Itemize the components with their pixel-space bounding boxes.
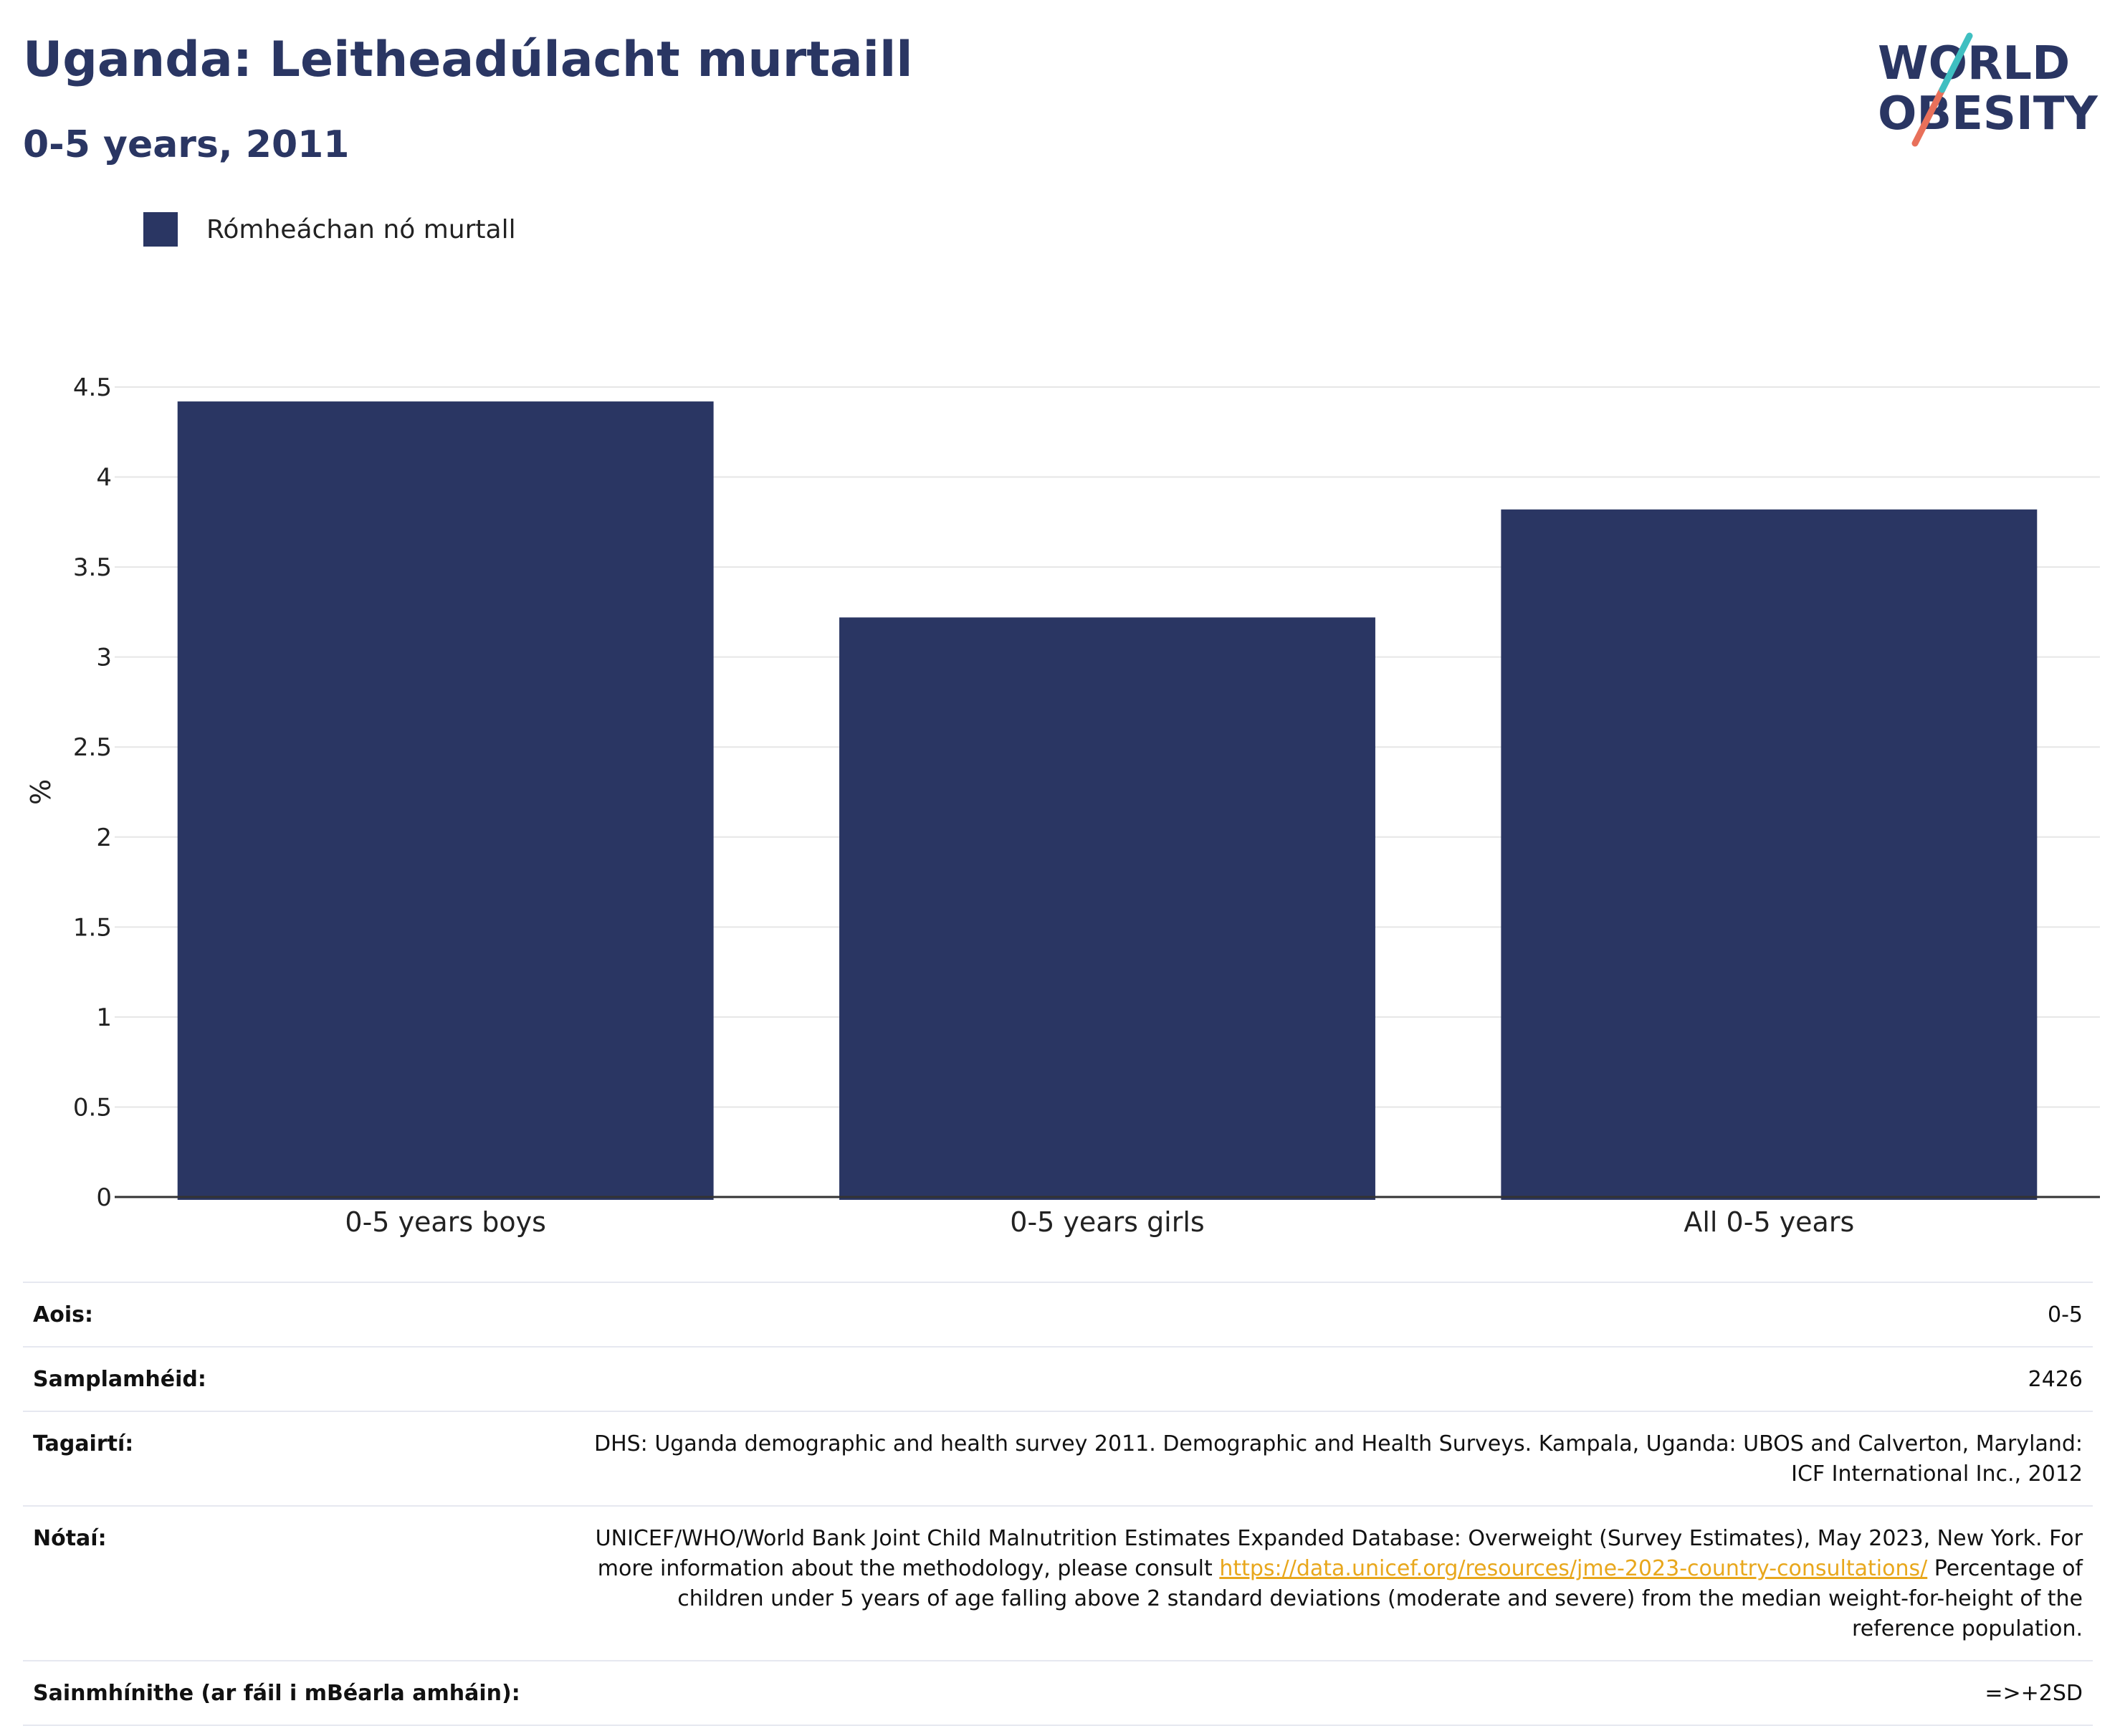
chart-title: Uganda: Leitheadúlacht murtaill [23, 32, 913, 88]
y-tick-label: 3 [96, 644, 112, 672]
info-row-age: Aois: 0-5 [23, 1283, 2093, 1348]
x-tick-label: All 0-5 years [1684, 1206, 1854, 1238]
age-value: 0-5 [2048, 1302, 2083, 1327]
info-row-references: Tagairtí: DHS: Uganda demographic and he… [23, 1412, 2093, 1507]
y-tick-label: 0 [96, 1183, 112, 1212]
bar [839, 617, 1375, 1200]
y-tick-label: 4 [96, 464, 112, 492]
bar [177, 401, 714, 1200]
references-label: Tagairtí: [33, 1431, 134, 1456]
y-tick-label: 1.5 [73, 913, 112, 942]
notes-text-2: Percentage of children under 5 years of … [677, 1556, 2083, 1641]
logo-line1: WORLD [1878, 37, 2070, 90]
chart-legend: Rómheáchan nó murtall [143, 212, 516, 247]
y-tick-label: 3.5 [73, 553, 112, 582]
definitions-value: =>+2SD [1985, 1681, 2083, 1706]
y-axis-label: % [25, 779, 57, 805]
logo-line2: OBESITY [1878, 87, 2098, 140]
y-tick-label: 4.5 [73, 373, 112, 402]
chart-subtitle: 0-5 years, 2011 [23, 123, 350, 166]
definitions-label: Sainmhínithe (ar fáil i mBéarla amháin): [33, 1681, 520, 1706]
y-tick-label: 2.5 [73, 733, 112, 762]
references-value: DHS: Uganda demographic and health surve… [593, 1431, 2083, 1487]
y-tick-label: 0.5 [73, 1093, 112, 1122]
notes-link[interactable]: https://data.unicef.org/resources/jme-20… [1219, 1556, 1928, 1581]
x-tick-label: 0-5 years girls [1010, 1206, 1204, 1238]
legend-swatch [143, 212, 178, 247]
info-table: Aois: 0-5 Samplamhéid: 2426 Tagairtí: DH… [23, 1282, 2093, 1726]
y-tick-label: 1 [96, 1003, 112, 1032]
bar-chart: 0 0.5 1 1.5 2 2.5 3 3.5 4 4.5% 0-5 years boys 0-5 y… [25, 373, 2100, 1238]
info-row-notes: Nótaí: UNICEF/WHO/World Bank Joint Child… [23, 1507, 2093, 1661]
age-label: Aois: [33, 1302, 93, 1327]
info-row-sample: Samplamhéid: 2426 [23, 1348, 2093, 1412]
bar [1501, 509, 2038, 1200]
x-tick-label: 0-5 years boys [345, 1206, 545, 1238]
legend-label: Rómheáchan nó murtall [206, 214, 516, 244]
sample-label: Samplamhéid: [33, 1367, 206, 1392]
notes-label: Nótaí: [33, 1526, 107, 1551]
sample-value: 2426 [2028, 1367, 2083, 1392]
y-tick-label: 2 [96, 824, 112, 852]
world-obesity-logo: WORLD OBESITY [1878, 32, 2098, 147]
notes-text-1: UNICEF/WHO/World Bank Joint Child Malnut… [595, 1526, 2083, 1581]
notes-value: UNICEF/WHO/World Bank Joint Child Malnut… [592, 1524, 2083, 1644]
info-row-definitions: Sainmhínithe (ar fáil i mBéarla amháin):… [23, 1661, 2093, 1726]
